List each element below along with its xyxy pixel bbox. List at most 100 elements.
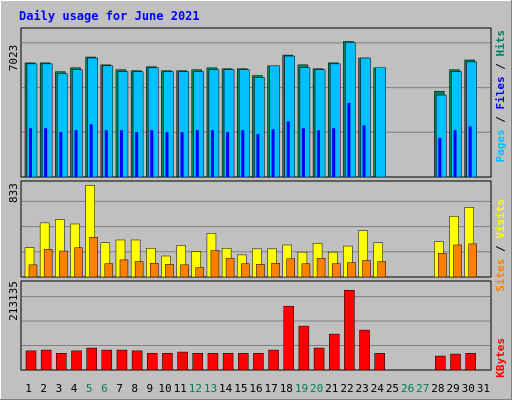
files-bar [89, 124, 93, 177]
x-tick-label: 31 [477, 382, 490, 395]
sites-bar [74, 247, 83, 278]
x-tick-label: 30 [462, 382, 475, 395]
x-tick-label: 23 [356, 382, 369, 395]
legend-hits: Hits [494, 30, 507, 57]
sites-bar [89, 236, 98, 278]
files-bar [180, 132, 184, 177]
legend-pages-files-hits: Pages / Files / Hits [494, 30, 507, 163]
files-bar [104, 130, 108, 177]
y-max-label: 213135 [7, 281, 20, 321]
kbytes-bar [177, 351, 188, 371]
files-bar [256, 134, 260, 177]
sites-bar [43, 249, 53, 278]
sites-bar [377, 261, 386, 278]
x-tick-label: 1 [25, 382, 32, 395]
kbytes-bar [222, 353, 234, 371]
x-tick-label: 11 [174, 382, 187, 395]
x-tick-label: 7 [116, 382, 123, 395]
kbytes-bar [283, 305, 294, 371]
kbytes-bar [435, 355, 446, 371]
sites-bar [165, 264, 174, 278]
chart-title: Daily usage for June 2021 [19, 9, 200, 23]
x-tick-label: 5 [86, 382, 93, 395]
x-tick-label: 8 [131, 382, 138, 395]
sites-bar [180, 264, 189, 278]
files-bar [301, 128, 305, 177]
files-bar [135, 132, 139, 177]
legend-files: Files [494, 76, 507, 109]
kbytes-bar [147, 353, 158, 371]
files-bar [241, 130, 245, 177]
kbytes-bar [86, 347, 97, 371]
pages-bar [254, 77, 265, 178]
kbytes-bar [298, 325, 310, 371]
kbytes-bar [465, 353, 476, 371]
kbytes-bar [359, 329, 370, 371]
pages-bar [57, 73, 68, 178]
kbytes-bar [131, 350, 143, 371]
sites-bar [210, 250, 220, 278]
files-bar [453, 130, 457, 177]
x-tick-label: 12 [189, 382, 202, 395]
x-tick-label: 6 [101, 382, 108, 395]
sites-bar [316, 257, 326, 278]
sites-bar [331, 263, 341, 278]
kbytes-bar [207, 353, 219, 371]
sites-bar [453, 244, 462, 278]
kbytes-bar [71, 350, 82, 371]
legend-separator: / [494, 110, 507, 130]
x-tick-label: 15 [234, 382, 247, 395]
files-bar [195, 130, 199, 177]
kbytes-bar [374, 353, 385, 371]
files-bar [317, 130, 321, 177]
sites-bar [28, 264, 38, 278]
x-tick-label: 19 [295, 382, 308, 395]
x-tick-label: 28 [431, 382, 444, 395]
sites-bar [301, 263, 311, 278]
sites-bar [347, 262, 356, 278]
sites-bar [104, 263, 114, 278]
sites-bar [468, 243, 477, 278]
files-bar [332, 128, 336, 177]
kbytes-bar [56, 353, 67, 371]
files-bar [165, 132, 169, 177]
x-tick-label: 13 [204, 382, 217, 395]
sites-bar [256, 264, 265, 278]
legend-kbytes: KBytes [494, 338, 507, 378]
x-tick-label: 14 [219, 382, 233, 395]
kbytes-bar [116, 349, 128, 371]
kbytes-bar [268, 349, 279, 371]
kbytes-bar [101, 349, 113, 371]
pages-bar [375, 67, 386, 178]
sites-bar [241, 263, 250, 278]
kbytes-bar [313, 347, 325, 371]
sites-bar [362, 260, 371, 278]
legend-pages: Pages [494, 129, 507, 162]
x-tick-label: 20 [310, 382, 323, 395]
files-bar [59, 132, 63, 177]
kbytes-bar [328, 333, 340, 371]
x-tick-label: 27 [416, 382, 429, 395]
x-tick-label: 10 [158, 382, 171, 395]
legend-separator: / [494, 239, 507, 259]
x-tick-label: 4 [71, 382, 78, 395]
files-bar [438, 137, 442, 177]
files-bar [468, 126, 472, 177]
kbytes-bar [450, 353, 461, 371]
x-tick-label: 21 [325, 382, 338, 395]
files-bar [286, 121, 290, 177]
y-max-label: 7023 [7, 45, 20, 72]
files-bar [29, 128, 32, 177]
x-tick-label: 22 [340, 382, 353, 395]
sites-bar [438, 253, 447, 278]
files-bar [44, 128, 48, 177]
sites-bar [225, 257, 235, 278]
x-tick-label: 3 [56, 382, 63, 395]
legend-visits: Visits [494, 199, 507, 239]
files-bar [74, 130, 78, 177]
sites-bar [286, 258, 295, 278]
kbytes-bar [25, 350, 37, 371]
legend-sites-visits: Sites / Visits [494, 199, 507, 292]
x-tick-label: 29 [446, 382, 459, 395]
